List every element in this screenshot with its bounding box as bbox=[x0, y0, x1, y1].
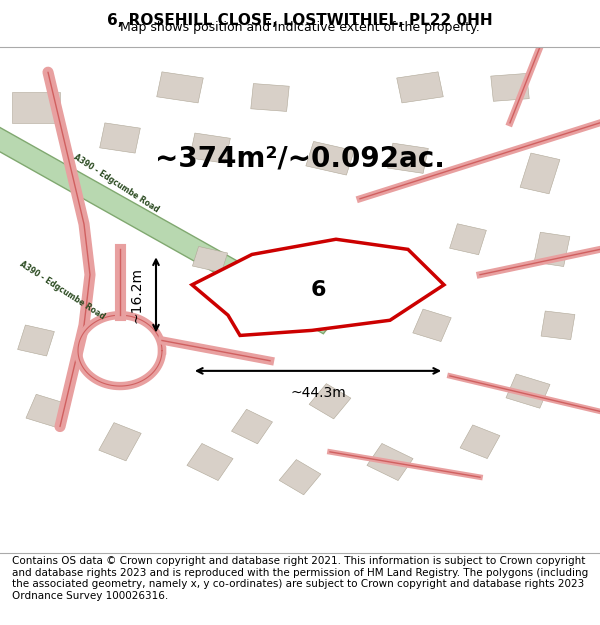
Text: ~44.3m: ~44.3m bbox=[290, 386, 346, 400]
Polygon shape bbox=[541, 311, 575, 339]
Text: 6, ROSEHILL CLOSE, LOSTWITHIEL, PL22 0HH: 6, ROSEHILL CLOSE, LOSTWITHIEL, PL22 0HH bbox=[107, 13, 493, 28]
Text: Contains OS data © Crown copyright and database right 2021. This information is : Contains OS data © Crown copyright and d… bbox=[12, 556, 588, 601]
Polygon shape bbox=[309, 384, 351, 419]
Polygon shape bbox=[534, 232, 570, 266]
Polygon shape bbox=[12, 92, 60, 123]
Polygon shape bbox=[388, 143, 428, 173]
Polygon shape bbox=[232, 409, 272, 444]
Polygon shape bbox=[251, 84, 289, 111]
Polygon shape bbox=[99, 422, 141, 461]
Polygon shape bbox=[26, 394, 70, 429]
Polygon shape bbox=[279, 459, 321, 495]
Polygon shape bbox=[460, 425, 500, 459]
Polygon shape bbox=[306, 141, 354, 175]
Text: Map shows position and indicative extent of the property.: Map shows position and indicative extent… bbox=[120, 21, 480, 34]
Polygon shape bbox=[192, 239, 444, 336]
Text: ~374m²/~0.092ac.: ~374m²/~0.092ac. bbox=[155, 144, 445, 172]
Polygon shape bbox=[449, 224, 487, 255]
Polygon shape bbox=[193, 246, 227, 272]
Polygon shape bbox=[491, 74, 529, 101]
Text: A390 - Edgcumbe Road: A390 - Edgcumbe Road bbox=[72, 152, 160, 214]
Text: ~16.2m: ~16.2m bbox=[130, 267, 144, 323]
Polygon shape bbox=[17, 325, 55, 356]
Polygon shape bbox=[413, 309, 451, 341]
Polygon shape bbox=[506, 374, 550, 408]
Text: 6: 6 bbox=[310, 280, 326, 300]
Polygon shape bbox=[190, 133, 230, 163]
Polygon shape bbox=[0, 114, 337, 334]
Text: A390 - Edgcumbe Road: A390 - Edgcumbe Road bbox=[18, 259, 106, 321]
Polygon shape bbox=[157, 72, 203, 103]
Polygon shape bbox=[397, 72, 443, 103]
Polygon shape bbox=[100, 123, 140, 153]
Polygon shape bbox=[367, 444, 413, 481]
Polygon shape bbox=[520, 153, 560, 194]
Polygon shape bbox=[187, 444, 233, 481]
